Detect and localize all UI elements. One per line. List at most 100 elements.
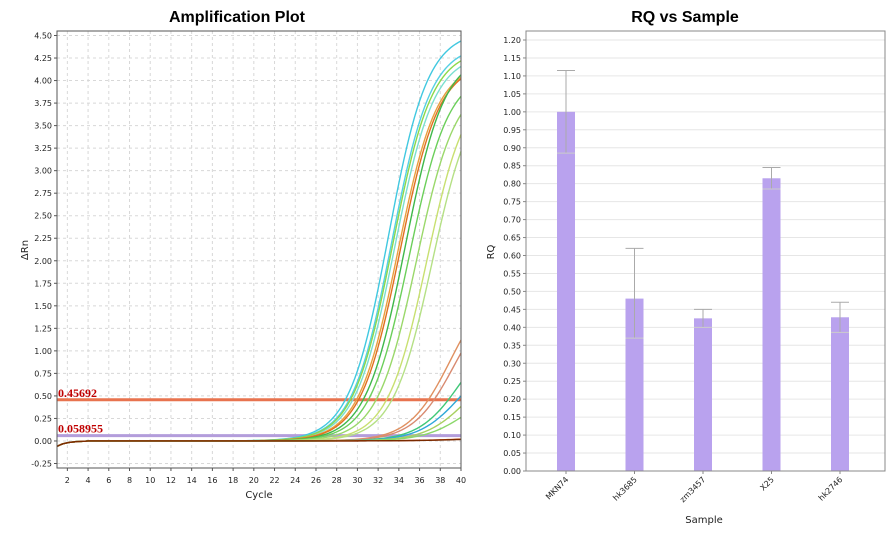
amplification-x-axis-label: Cycle	[245, 490, 272, 501]
rq-error-bars	[557, 70, 849, 339]
rq-y-tick-label: 1.15	[503, 54, 521, 63]
amplification-y-tick-label: 0.25	[34, 414, 52, 423]
rq-y-tick-label: 0.25	[503, 377, 521, 386]
amplification-y-ticks: 4.50 4.25 4.00 3.75 3.50 3.25 3.00 2.75 2.50 2.25…	[31, 32, 57, 468]
amplification-thresholds	[57, 398, 461, 438]
amplification-y-tick-label: 4.25	[34, 54, 52, 63]
rq-bar[interactable]	[831, 317, 849, 471]
amplification-x-tick-label: 32	[373, 476, 383, 485]
rq-y-tick-label: 0.55	[503, 269, 521, 278]
amplification-x-tick-label: 18	[228, 476, 238, 485]
amplification-y-tick-label: 4.00	[34, 77, 52, 86]
rq-y-tick-label: 1.05	[503, 90, 521, 99]
amplification-y-tick-label: 3.00	[34, 167, 52, 176]
rq-y-tick-label: 0.45	[503, 305, 521, 314]
rq-y-tick-label: 0.80	[503, 180, 521, 189]
rq-bar[interactable]	[762, 178, 781, 471]
amplification-y-tick-label: 1.00	[34, 347, 52, 356]
rq-x-ticks: MKN74 hk3685 zm3457 X25 hk2746	[544, 471, 844, 504]
amplification-x-tick-label: 28	[332, 476, 342, 485]
rq-y-axis-label: RQ	[486, 244, 497, 259]
rq-y-ticks: 0.00 0.05 0.10 0.15 0.20 0.25 0.30 0.35 0.40 0.45…	[503, 36, 526, 476]
rq-x-tick-label: X25	[758, 475, 775, 492]
amplification-y-tick-label: 3.75	[34, 99, 52, 108]
rq-bar[interactable]	[694, 318, 712, 471]
amplification-curves	[56, 40, 462, 448]
amplification-x-tick-label: 26	[311, 476, 321, 485]
rq-y-tick-label: 0.85	[503, 162, 521, 171]
rq-plot-title: RQ vs Sample	[631, 9, 739, 26]
amplification-curve	[56, 76, 462, 448]
amplification-plot-panel: Amplification Plot 4.50 4.25 4.00 3.75 3.50 3…	[20, 9, 466, 501]
amplification-y-tick-label: 2.75	[34, 189, 52, 198]
amplification-x-tick-label: 10	[145, 476, 155, 485]
amplification-curve	[56, 60, 462, 448]
rq-y-tick-label: 0.05	[503, 449, 521, 458]
amplification-x-tick-label: 14	[187, 476, 197, 485]
rq-y-tick-label: 0.10	[503, 431, 521, 440]
amplification-y-tick-label: 0.75	[34, 369, 52, 378]
threshold-label: 0.058955	[58, 422, 103, 436]
amplification-x-tick-label: 38	[435, 476, 445, 485]
rq-y-tick-label: 1.20	[503, 36, 521, 45]
rq-y-tick-label: 0.60	[503, 252, 521, 261]
amplification-curve	[56, 40, 462, 448]
amplification-curve	[56, 416, 462, 448]
rq-x-tick-label: zm3457	[678, 475, 707, 504]
amplification-x-tick-label: 4	[86, 476, 91, 485]
rq-y-tick-label: 0.00	[503, 467, 521, 476]
rq-x-tick-label: hk3685	[611, 475, 639, 503]
rq-y-tick-label: 0.95	[503, 126, 521, 135]
rq-plot-frame	[525, 30, 886, 472]
threshold-label: 0.45692	[58, 386, 97, 400]
amplification-y-tick-label: 3.25	[34, 144, 52, 153]
amplification-x-tick-label: 8	[127, 476, 132, 485]
amplification-x-tick-label: 24	[290, 476, 300, 485]
rq-bars	[557, 111, 849, 471]
amplification-y-tick-label: 1.75	[34, 279, 52, 288]
amplification-curve	[56, 114, 462, 448]
amplification-curve	[56, 438, 462, 448]
amplification-y-tick-label: 2.25	[34, 234, 52, 243]
amplification-x-tick-label: 22	[269, 476, 279, 485]
amplification-curve	[56, 78, 462, 448]
rq-bar[interactable]	[557, 111, 575, 471]
amplification-x-tick-label: 34	[394, 476, 404, 485]
rq-y-tick-label: 0.50	[503, 287, 521, 296]
amplification-y-tick-label: 4.50	[34, 32, 52, 41]
amplification-x-tick-label: 12	[166, 476, 176, 485]
amplification-y-tick-label: 0.00	[34, 437, 52, 446]
rq-y-tick-label: 0.90	[503, 144, 521, 153]
amplification-y-tick-label: 1.25	[34, 324, 52, 333]
rq-y-tick-label: 0.75	[503, 198, 521, 207]
amplification-x-ticks: 2 4 6 8 10 12 14 16 18 20 22 24 26 28 30 32 34 36 38 40	[65, 468, 466, 485]
amplification-y-tick-label: 3.50	[34, 122, 52, 131]
rq-x-tick-label: hk2746	[817, 475, 845, 503]
amplification-y-tick-label: 2.00	[34, 257, 52, 266]
rq-y-tick-label: 0.30	[503, 359, 521, 368]
rq-x-tick-label: MKN74	[544, 475, 570, 501]
amplification-y-tick-label: -0.25	[31, 459, 52, 468]
amplification-threshold-labels: 0.45692 0.058955	[58, 386, 103, 436]
amplification-x-tick-label: 20	[249, 476, 259, 485]
amplification-y-tick-label: 1.50	[34, 302, 52, 311]
amplification-x-tick-label: 36	[414, 476, 424, 485]
amplification-plot-frame	[56, 30, 462, 469]
rq-y-tick-label: 0.15	[503, 413, 521, 422]
amplification-y-tick-label: 0.50	[34, 392, 52, 401]
amplification-plot-title: Amplification Plot	[169, 9, 306, 26]
rq-y-tick-label: 1.00	[503, 108, 521, 117]
rq-x-axis-label: Sample	[685, 515, 723, 526]
rq-y-tick-label: 0.40	[503, 323, 521, 332]
rq-y-tick-label: 0.65	[503, 234, 521, 243]
rq-y-tick-label: 0.70	[503, 216, 521, 225]
amplification-x-tick-label: 16	[207, 476, 217, 485]
rq-bar[interactable]	[625, 298, 644, 471]
amplification-curve	[56, 65, 462, 448]
amplification-y-tick-label: 2.50	[34, 212, 52, 221]
rq-plot-panel: RQ vs Sample 0.00 0.05 0.10 0.15 0.20 0.25 0.3…	[486, 9, 886, 526]
rq-y-tick-label: 0.20	[503, 395, 521, 404]
amplification-x-tick-label: 40	[456, 476, 466, 485]
amplification-x-tick-label: 2	[65, 476, 70, 485]
